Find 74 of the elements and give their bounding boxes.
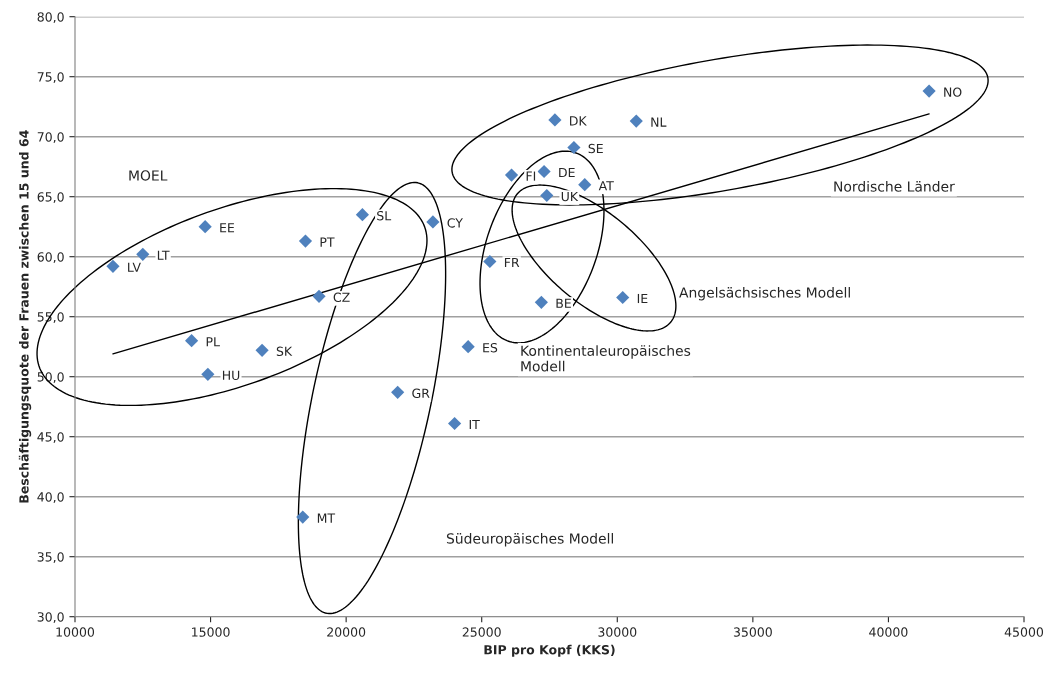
data-label: LV bbox=[128, 262, 141, 272]
point bbox=[426, 215, 440, 229]
data-label: MT bbox=[317, 513, 336, 523]
data-label: FR bbox=[504, 257, 520, 268]
point bbox=[616, 290, 630, 305]
data-label: IE bbox=[637, 293, 648, 304]
point bbox=[185, 334, 199, 348]
x-tick-label: 10000 bbox=[56, 627, 95, 637]
point bbox=[504, 168, 519, 182]
data-label: SK bbox=[276, 346, 293, 357]
point bbox=[355, 208, 369, 222]
data-label: FI bbox=[526, 171, 536, 181]
data-label: IT bbox=[469, 419, 480, 430]
data-label: DE bbox=[559, 167, 575, 178]
point bbox=[922, 84, 936, 98]
annotation: Angelsächsisches Modell bbox=[679, 286, 850, 301]
x-axis-title: BIP pro Kopf (KKS) bbox=[484, 644, 615, 657]
point bbox=[448, 416, 462, 431]
point bbox=[537, 164, 551, 179]
data-label: CZ bbox=[333, 292, 350, 303]
y-tick-label: 45,0 bbox=[37, 432, 64, 443]
point bbox=[578, 178, 592, 192]
x-tick-label: 40000 bbox=[869, 627, 908, 637]
y-tick-label: 70,0 bbox=[37, 132, 64, 143]
y-tick-label: 60,0 bbox=[37, 252, 64, 263]
point bbox=[548, 113, 562, 127]
point bbox=[461, 340, 475, 354]
data-label: PT bbox=[320, 237, 335, 247]
data-label: NL bbox=[651, 117, 667, 127]
data-label: PL bbox=[206, 337, 220, 347]
data-label: EE bbox=[220, 223, 235, 233]
point bbox=[567, 140, 581, 155]
data-label: SE bbox=[588, 143, 603, 154]
point bbox=[391, 385, 405, 399]
y-tick-label: 40,0 bbox=[37, 492, 64, 503]
data-label: DK bbox=[570, 116, 587, 126]
x-tick-label: 25000 bbox=[462, 627, 501, 637]
data-label: AT bbox=[598, 181, 614, 191]
point bbox=[201, 367, 215, 381]
y-tick-label: 30,0 bbox=[37, 612, 64, 623]
point bbox=[534, 295, 548, 309]
x-tick-label: 30000 bbox=[598, 627, 637, 637]
y-tick-label: 65,0 bbox=[37, 192, 64, 203]
x-tick-label: 35000 bbox=[733, 627, 772, 637]
annotation: Kontinentaleuropäisches Modell bbox=[521, 345, 691, 372]
data-label: CY bbox=[447, 218, 463, 228]
annotation: Südeuropäisches Modell bbox=[446, 532, 613, 547]
data-label: GR bbox=[412, 388, 430, 399]
data-label: UK bbox=[561, 191, 579, 202]
x-tick-label: 20000 bbox=[327, 627, 366, 637]
point bbox=[483, 254, 497, 269]
data-label: LT bbox=[157, 250, 170, 260]
data-label: SL bbox=[377, 210, 392, 221]
data-label: ES bbox=[483, 342, 498, 353]
data-label: HU bbox=[222, 370, 240, 381]
point bbox=[296, 510, 310, 524]
point bbox=[312, 289, 326, 303]
point bbox=[298, 234, 313, 248]
x-tick-label: 45000 bbox=[1004, 627, 1044, 637]
point bbox=[629, 114, 643, 128]
x-tick-label: 15000 bbox=[192, 627, 230, 637]
annotation: MOEL bbox=[129, 170, 168, 181]
point bbox=[540, 188, 554, 203]
y-tick-label: 35,0 bbox=[37, 552, 64, 563]
y-axis-title: Beschäftigungsquote der Frauen zwischen 15 und 64 bbox=[18, 130, 32, 503]
point bbox=[136, 247, 150, 261]
point bbox=[255, 343, 269, 357]
point bbox=[198, 220, 212, 234]
annotation: Nordische Länder bbox=[834, 180, 955, 192]
data-label: BE bbox=[556, 298, 571, 308]
y-tick-label: 80,0 bbox=[37, 12, 64, 23]
y-tick-label: 75,0 bbox=[37, 72, 64, 83]
point bbox=[106, 259, 120, 273]
data-label: NO bbox=[944, 87, 962, 97]
